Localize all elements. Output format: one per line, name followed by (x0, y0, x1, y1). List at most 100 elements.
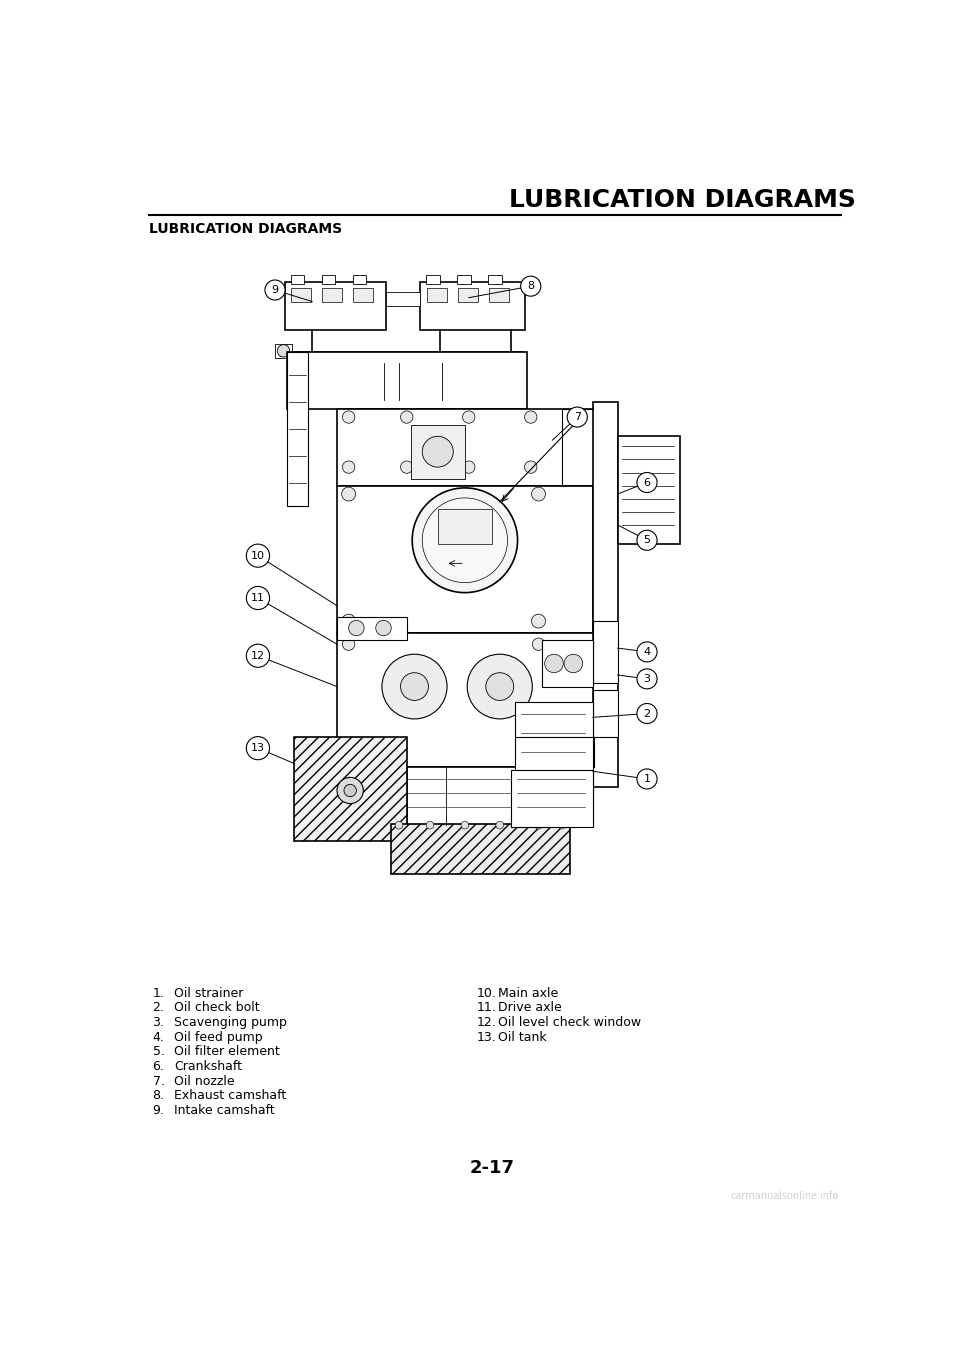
Bar (411, 425, 465, 478)
Circle shape (636, 530, 657, 550)
Circle shape (247, 644, 270, 667)
Circle shape (348, 621, 364, 636)
Text: Oil level check window: Oil level check window (498, 1016, 641, 1029)
Text: 10.: 10. (476, 987, 496, 999)
Bar (420, 282, 524, 330)
Circle shape (343, 411, 355, 424)
Circle shape (532, 638, 544, 650)
Text: 2: 2 (643, 709, 651, 718)
Circle shape (343, 750, 355, 762)
Circle shape (277, 345, 290, 357)
Circle shape (496, 822, 504, 828)
Bar (285, 282, 386, 330)
Circle shape (343, 460, 355, 474)
Text: 13.: 13. (476, 1031, 496, 1044)
Text: 6: 6 (643, 478, 651, 488)
Circle shape (412, 488, 517, 592)
Circle shape (636, 703, 657, 724)
Bar (617, 436, 680, 545)
Bar (291, 274, 304, 284)
Text: carmanualsonline.info: carmanualsonline.info (731, 1191, 839, 1200)
Text: Oil strainer: Oil strainer (175, 987, 244, 999)
Bar (458, 288, 478, 301)
Circle shape (422, 436, 453, 467)
Text: 6.: 6. (153, 1061, 164, 1073)
Bar (592, 621, 617, 683)
Circle shape (535, 822, 542, 828)
Circle shape (247, 545, 270, 568)
Text: 3.: 3. (153, 1016, 164, 1029)
Text: 2.: 2. (153, 1001, 164, 1014)
Bar (337, 767, 592, 826)
Bar (337, 409, 601, 486)
Circle shape (468, 655, 532, 718)
Bar (337, 618, 407, 641)
Circle shape (396, 822, 403, 828)
Bar (386, 292, 420, 306)
Text: Crankshaft: Crankshaft (175, 1061, 242, 1073)
Circle shape (567, 407, 588, 426)
Bar (322, 274, 335, 284)
Circle shape (400, 411, 413, 424)
Text: 13: 13 (251, 743, 265, 754)
Text: Oil tank: Oil tank (498, 1031, 547, 1044)
Bar (392, 823, 569, 873)
Text: LUBRICATION DIAGRAMS: LUBRICATION DIAGRAMS (510, 187, 856, 212)
Circle shape (375, 621, 392, 636)
Bar (295, 736, 407, 841)
Circle shape (422, 498, 508, 583)
Text: 7.: 7. (153, 1074, 164, 1088)
Bar (323, 288, 343, 301)
Circle shape (344, 785, 356, 797)
Circle shape (636, 669, 657, 689)
Circle shape (400, 460, 413, 474)
Circle shape (636, 642, 657, 661)
Text: 11.: 11. (476, 1001, 496, 1014)
Bar (438, 509, 492, 545)
Circle shape (337, 777, 363, 804)
Circle shape (636, 769, 657, 789)
Text: Drive axle: Drive axle (498, 1001, 562, 1014)
Text: Oil filter element: Oil filter element (175, 1046, 280, 1058)
Circle shape (343, 638, 355, 650)
Text: Main axle: Main axle (498, 987, 559, 999)
Circle shape (463, 411, 475, 424)
Bar (516, 702, 592, 826)
Text: LUBRICATION DIAGRAMS: LUBRICATION DIAGRAMS (150, 223, 343, 236)
Bar (427, 288, 447, 301)
Bar (489, 288, 509, 301)
Bar (337, 486, 592, 633)
Circle shape (524, 460, 537, 474)
Bar (488, 274, 502, 284)
Text: 8: 8 (527, 281, 535, 291)
Bar (353, 288, 373, 301)
Text: 9: 9 (272, 285, 278, 295)
Bar (287, 352, 308, 505)
Bar (426, 274, 440, 284)
Circle shape (265, 280, 285, 300)
Circle shape (342, 614, 355, 627)
Text: Oil feed pump: Oil feed pump (175, 1031, 263, 1044)
Bar (287, 352, 527, 409)
Circle shape (564, 655, 583, 672)
Text: 3: 3 (643, 674, 651, 684)
Circle shape (342, 488, 355, 501)
Text: Exhaust camshaft: Exhaust camshaft (175, 1089, 286, 1103)
Bar (337, 633, 592, 767)
Circle shape (532, 614, 545, 627)
Bar (512, 770, 592, 827)
Text: 1: 1 (643, 774, 651, 784)
Circle shape (463, 460, 475, 474)
Circle shape (247, 587, 270, 610)
Bar (457, 274, 471, 284)
Text: 12.: 12. (476, 1016, 496, 1029)
Circle shape (558, 822, 565, 828)
Bar (275, 344, 292, 357)
Text: Scavenging pump: Scavenging pump (175, 1016, 287, 1029)
Circle shape (247, 736, 270, 759)
Text: 4: 4 (643, 646, 651, 657)
Circle shape (544, 655, 564, 672)
Circle shape (532, 750, 544, 762)
Bar (592, 690, 617, 736)
Text: 4.: 4. (153, 1031, 164, 1044)
